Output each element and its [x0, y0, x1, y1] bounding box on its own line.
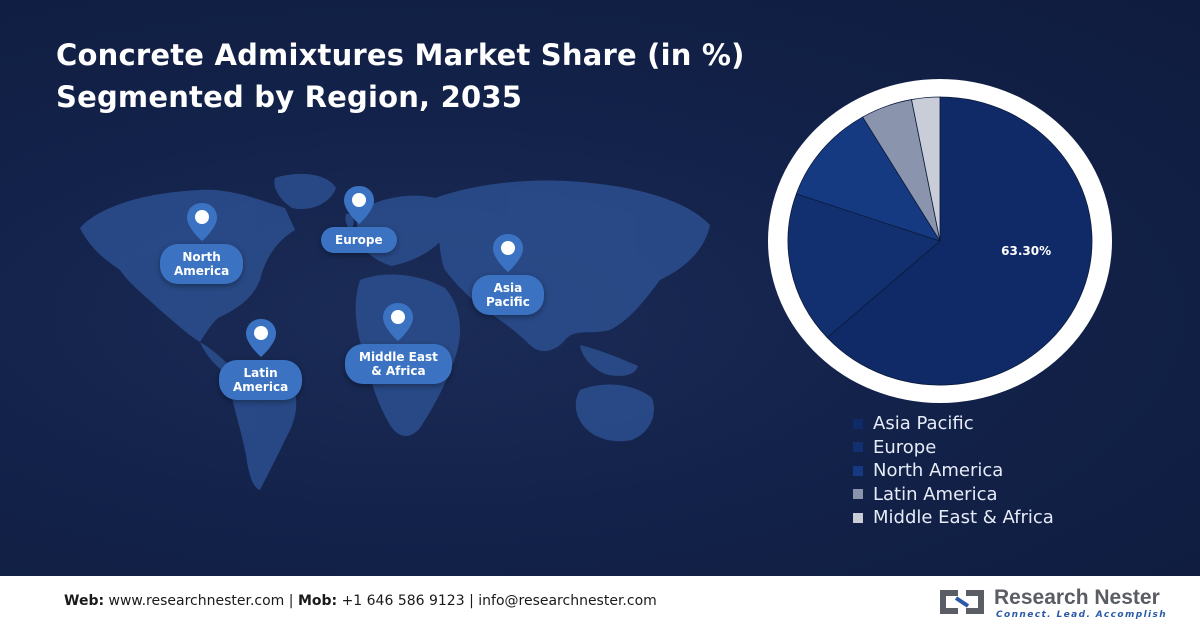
map-label-middle-east-africa: Middle East & Africa — [345, 344, 452, 384]
legend-swatch — [853, 489, 863, 500]
legend-item: Latin America — [853, 483, 1054, 507]
title-line-2: Segmented by Region, 2035 — [56, 80, 523, 114]
legend-item: North America — [853, 459, 1054, 483]
marker-europe: Europe — [321, 185, 397, 253]
legend-label: North America — [873, 460, 1004, 482]
legend-item: Asia Pacific — [853, 412, 1054, 436]
research-nester-logo: Research Nester Connect. Lead. Accomplis… — [936, 584, 1166, 622]
map-label-asia-pacific: Asia Pacific — [472, 275, 544, 315]
logo-tagline: Connect. Lead. Accomplish — [996, 610, 1168, 620]
pie-slices — [787, 96, 1093, 386]
location-pin-icon — [245, 319, 276, 357]
pie-slice-north-america — [795, 116, 941, 242]
map-greenland — [274, 173, 336, 210]
pie-chart-svg: 63.30% — [768, 79, 1112, 403]
logo-name: Research Nester — [994, 586, 1160, 609]
legend-label: Middle East & Africa — [873, 507, 1054, 529]
map-label-latin-america: Latin America — [219, 360, 303, 400]
location-pin-icon — [492, 234, 523, 272]
mob-label: Mob: — [297, 593, 338, 609]
map-southeast-asia — [580, 345, 638, 376]
legend-item: Middle East & Africa — [853, 506, 1054, 530]
separator: | — [469, 593, 474, 609]
pie-data-labels: 63.30% — [1001, 244, 1051, 258]
location-pin-icon — [343, 186, 374, 224]
legend-swatch — [853, 442, 863, 453]
pie-slice-europe — [787, 193, 941, 339]
footer: Web: www.researchnester.com | Mob: +1 64… — [0, 576, 1200, 628]
map-label-north-america: North America — [160, 244, 244, 284]
main-panel: Concrete Admixtures Market Share (in %) … — [0, 0, 1200, 576]
separator: | — [288, 593, 294, 609]
legend-item: Europe — [853, 436, 1054, 460]
legend-label: Asia Pacific — [873, 413, 974, 435]
web-link[interactable]: www.researchnester.com — [108, 593, 285, 609]
legend: Asia Pacific Europe North America Latin Ame… — [853, 412, 1054, 530]
title-line-1: Concrete Admixtures Market Share (in %) — [56, 38, 745, 72]
page-title: Concrete Admixtures Market Share (in %) … — [56, 34, 745, 118]
legend-label: Latin America — [873, 483, 998, 505]
pie-chart: 63.30% — [768, 79, 1112, 403]
location-pin-icon — [186, 203, 217, 241]
marker-asia-pacific: Asia Pacific — [472, 233, 544, 315]
marker-latin-america: Latin America — [219, 318, 303, 400]
legend-swatch — [853, 418, 863, 429]
legend-label: Europe — [873, 436, 937, 458]
location-pin-icon — [383, 303, 414, 341]
marker-north-america: North America — [160, 202, 244, 284]
map-australia — [575, 384, 654, 442]
logo-mark-icon — [940, 590, 984, 614]
map-label-europe: Europe — [321, 227, 397, 253]
legend-swatch — [853, 465, 863, 476]
email-link[interactable]: info@researchnester.com — [478, 593, 657, 609]
pie-slice-middle-east-africa — [911, 96, 941, 242]
web-label: Web: — [64, 593, 105, 609]
footer-contact: Web: www.researchnester.com | Mob: +1 64… — [64, 593, 657, 609]
pie-data-label: 63.30% — [1001, 244, 1051, 258]
marker-middle-east-africa: Middle East & Africa — [345, 302, 452, 384]
legend-swatch — [853, 512, 863, 523]
map-uk — [345, 213, 354, 229]
map-japan — [668, 240, 679, 264]
pie-slice-asia-pacific — [826, 96, 1093, 386]
phone-number: +1 646 586 9123 — [341, 593, 465, 609]
